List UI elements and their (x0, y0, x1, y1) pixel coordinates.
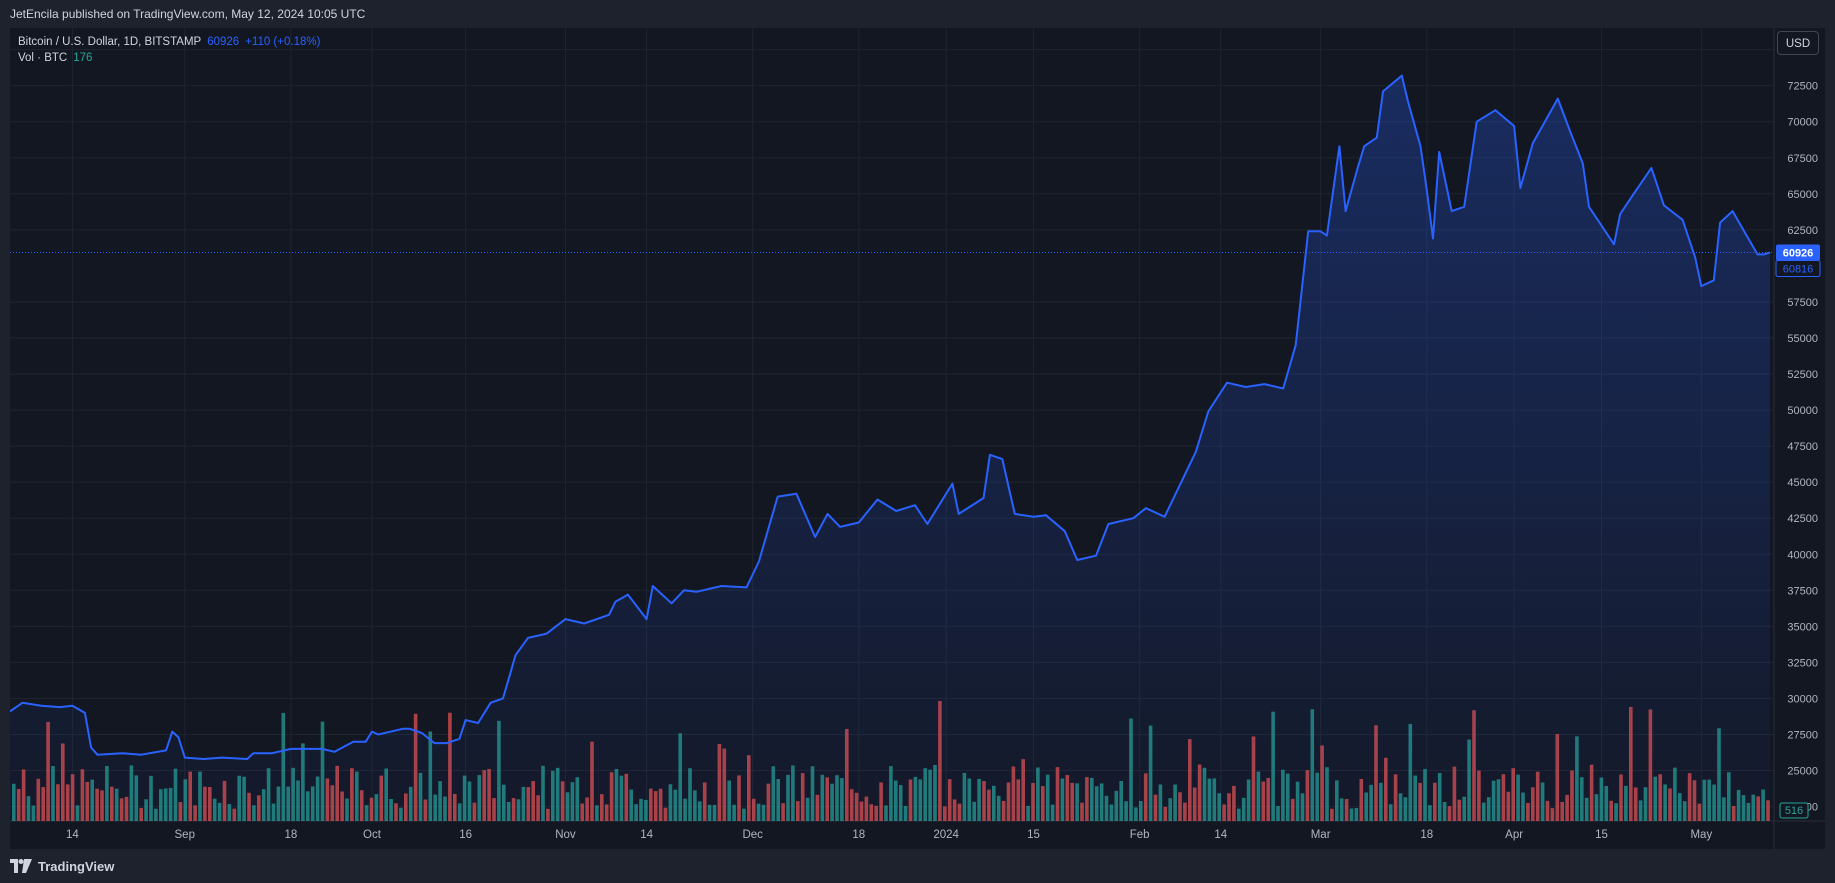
time-tick-label: Nov (555, 829, 576, 841)
price-tick-label: 30000 (1787, 693, 1818, 705)
price-change: +110 (+0.18%) (245, 36, 321, 48)
footer: TradingView (0, 849, 1835, 883)
time-tick-label: Apr (1505, 829, 1523, 841)
price-chart[interactable]: 2250025000275003000032500350003750040000… (10, 28, 1825, 849)
price-tick-label: 50000 (1787, 405, 1818, 417)
last-price-badge (1776, 244, 1820, 261)
price-tick-label: 35000 (1787, 621, 1818, 633)
chart-panel[interactable]: 2250025000275003000032500350003750040000… (10, 28, 1825, 849)
price-tick-label: 57500 (1787, 297, 1818, 309)
price-tick-label: 42500 (1787, 513, 1818, 525)
time-tick-label: 14 (66, 829, 79, 841)
volume-label[interactable]: Vol · BTC (18, 52, 68, 64)
time-tick-label: Dec (742, 829, 763, 841)
currency-button[interactable]: USD (1777, 31, 1819, 55)
symbol-label[interactable]: Bitcoin / U.S. Dollar, 1D, BITSTAMP (18, 36, 202, 48)
price-tick-label: 62500 (1787, 225, 1818, 237)
last-price: 60926 (207, 36, 240, 48)
tradingview-logo-icon[interactable] (10, 859, 32, 873)
price-tick-label: 55000 (1787, 333, 1818, 345)
price-line (10, 74, 1771, 760)
price-tick-label: 32500 (1787, 657, 1818, 669)
time-tick-label: Oct (363, 829, 382, 841)
price-tick-label: 27500 (1787, 729, 1818, 741)
time-tick-label: 15 (1027, 829, 1040, 841)
time-tick-label: 14 (1214, 829, 1227, 841)
time-tick-label: Mar (1311, 829, 1331, 841)
time-tick-label: 15 (1595, 829, 1608, 841)
previous-price-badge (1775, 260, 1821, 278)
previous-price-badge-label: 60816 (1783, 264, 1814, 276)
time-tick-label: May (1690, 829, 1712, 841)
tradingview-brand[interactable]: TradingView (38, 858, 115, 874)
price-tick-label: 67500 (1787, 153, 1818, 165)
time-tick-label: Feb (1130, 829, 1150, 841)
time-tick-label: 16 (459, 829, 472, 841)
publisher-header: JetEncila published on TradingView.com, … (0, 0, 1835, 28)
time-tick-label: Sep (175, 829, 195, 841)
time-tick-label: 14 (640, 829, 653, 841)
last-price-badge-label: 60926 (1783, 248, 1814, 260)
volume-badge-label: 516 (1785, 805, 1803, 817)
time-tick-label: 2024 (933, 829, 959, 841)
price-tick-label: 45000 (1787, 477, 1818, 489)
price-tick-label: 72500 (1787, 81, 1818, 93)
price-area (10, 75, 1770, 822)
price-tick-label: 47500 (1787, 441, 1818, 453)
price-tick-label: 70000 (1787, 117, 1818, 129)
price-tick-label: 52500 (1787, 369, 1818, 381)
time-tick-label: 18 (852, 829, 865, 841)
time-tick-label: 18 (284, 829, 297, 841)
price-tick-label: 25000 (1787, 766, 1818, 778)
price-tick-label: 65000 (1787, 189, 1818, 201)
price-tick-label: 40000 (1787, 549, 1818, 561)
volume-badge (1779, 802, 1809, 819)
price-tick-label: 37500 (1787, 585, 1818, 597)
volume-value: 176 (73, 52, 93, 64)
chart-legend: Bitcoin / U.S. Dollar, 1D, BITSTAMP 6092… (18, 34, 320, 66)
time-tick-label: 18 (1420, 829, 1433, 841)
